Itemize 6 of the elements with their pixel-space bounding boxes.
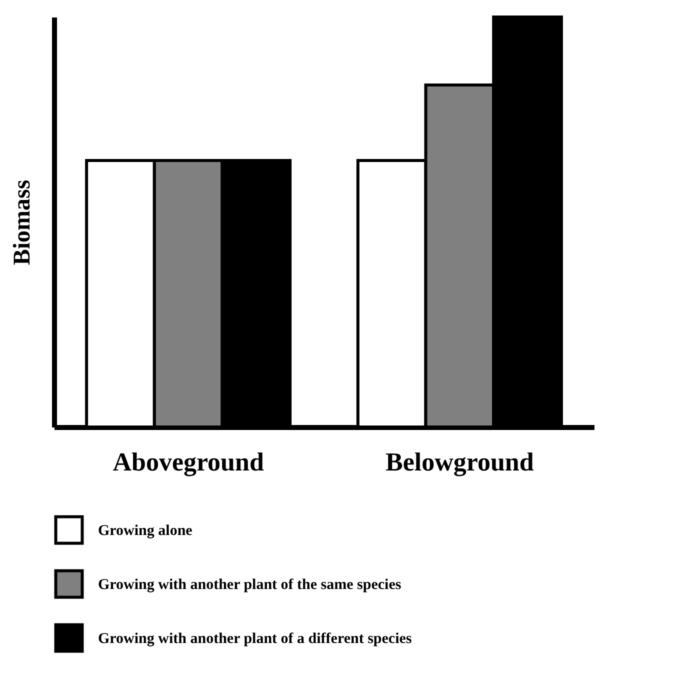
legend-label: Growing with another plant of a different species: [98, 631, 412, 647]
legend-label: Growing with another plant of the same species: [98, 577, 402, 593]
x-tick-label: Belowground: [386, 448, 534, 476]
y-axis-title: Biomass: [10, 180, 36, 266]
x-tick-label: Aboveground: [112, 448, 264, 476]
legend-label: Growing alone: [98, 523, 193, 539]
